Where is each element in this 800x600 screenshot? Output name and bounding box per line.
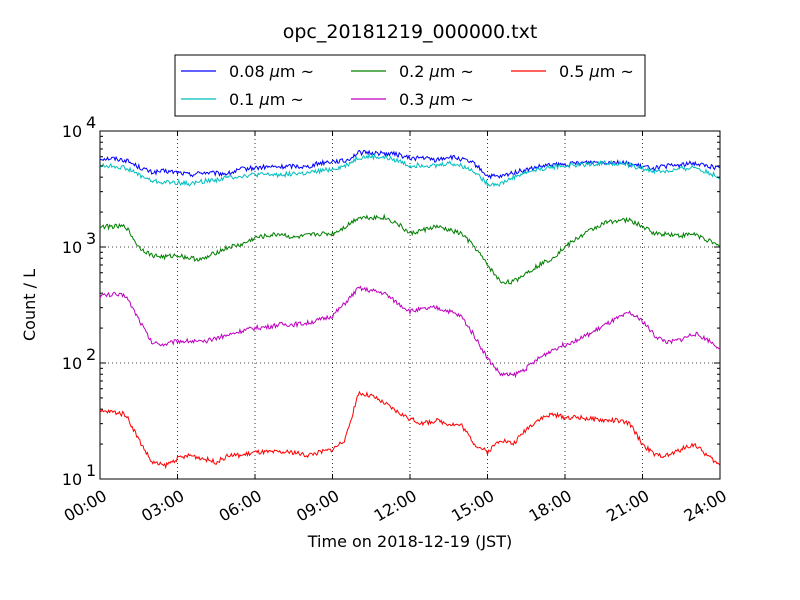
- y-tick-base: 10: [62, 470, 82, 489]
- legend-entry: 0.3 μm ~: [351, 90, 474, 109]
- series-line: [99, 285, 721, 379]
- series-line: [99, 213, 721, 285]
- y-tick-label: 10 1: [62, 461, 96, 489]
- y-tick-base: 10: [62, 354, 82, 373]
- y-tick-exponent: 1: [86, 461, 96, 480]
- y-axis-label: Count / L: [20, 269, 39, 341]
- series-line: [99, 153, 721, 188]
- legend-entry: 0.2 μm ~: [351, 62, 474, 81]
- y-tick-exponent: 2: [86, 345, 96, 364]
- legend-label: 0.08 μm ~: [229, 62, 314, 81]
- legend-entry: 0.5 μm ~: [511, 62, 634, 81]
- y-tick-base: 10: [62, 238, 82, 257]
- y-tick-base: 10: [62, 122, 82, 141]
- series-line: [99, 149, 721, 180]
- y-tick-label: 10 4: [62, 113, 96, 141]
- legend-label: 0.1 μm ~: [229, 90, 304, 109]
- grid: [100, 131, 720, 479]
- y-tick-label: 10 2: [62, 345, 96, 373]
- legend-label: 0.5 μm ~: [559, 62, 634, 81]
- legend: 0.08 μm ~ 0.1 μm ~ 0.2 μm ~ 0.3 μm ~ 0.5 μm …: [174, 54, 646, 117]
- y-tick-exponent: 4: [86, 113, 96, 132]
- chart-title: opc_20181219_000000.txt: [283, 21, 538, 43]
- legend-entry: 0.08 μm ~: [181, 62, 314, 81]
- legend-label: 0.3 μm ~: [399, 90, 474, 109]
- legend-entry: 0.1 μm ~: [181, 90, 304, 109]
- series-line: [99, 390, 721, 470]
- series-layer: [99, 149, 721, 470]
- y-tick-exponent: 3: [86, 229, 96, 248]
- x-axis-label: Time on 2018-12-19 (JST): [307, 532, 512, 551]
- y-tick-label: 10 3: [62, 229, 96, 257]
- legend-box: [174, 54, 646, 117]
- legend-label: 0.2 μm ~: [399, 62, 474, 81]
